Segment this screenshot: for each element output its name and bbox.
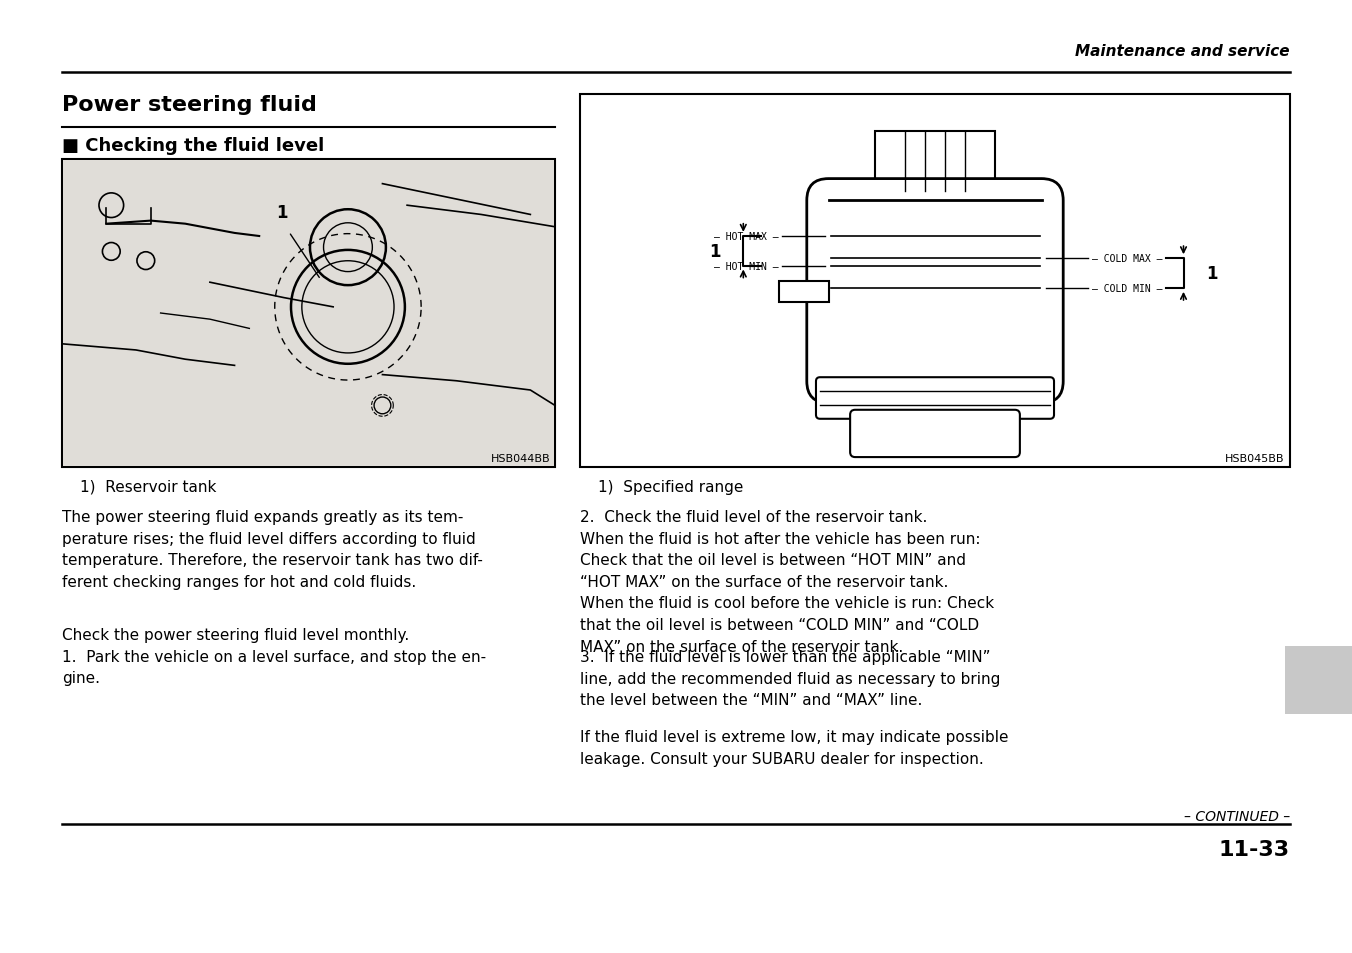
Text: — HOT MAX —: — HOT MAX — xyxy=(714,232,779,241)
FancyBboxPatch shape xyxy=(817,377,1055,419)
Text: HSB044BB: HSB044BB xyxy=(491,454,552,463)
Text: Check the power steering fluid level monthly.
1.  Park the vehicle on a level su: Check the power steering fluid level mon… xyxy=(62,627,487,685)
Text: HSB045BB: HSB045BB xyxy=(1225,454,1284,463)
Bar xyxy=(829,201,1041,245)
Text: 1)  Reservoir tank: 1) Reservoir tank xyxy=(80,479,216,495)
Text: — HOT MIN —: — HOT MIN — xyxy=(714,261,779,272)
Text: The power steering fluid expands greatly as its tem-
perature rises; the fluid l: The power steering fluid expands greatly… xyxy=(62,510,483,589)
Bar xyxy=(865,192,1005,201)
Bar xyxy=(875,132,995,192)
Bar xyxy=(1284,646,1352,714)
Bar xyxy=(779,282,829,303)
Text: 11-33: 11-33 xyxy=(1220,840,1290,859)
Text: 1: 1 xyxy=(1206,265,1218,283)
Bar xyxy=(580,95,1290,468)
Bar xyxy=(62,160,556,468)
Text: — COLD MIN —: — COLD MIN — xyxy=(1091,284,1163,294)
Text: Power steering fluid: Power steering fluid xyxy=(62,95,316,115)
Text: — COLD MAX —: — COLD MAX — xyxy=(1091,253,1163,264)
Text: Maintenance and service: Maintenance and service xyxy=(1075,45,1290,59)
Bar xyxy=(64,161,554,467)
Text: If the fluid level is extreme low, it may indicate possible
leakage. Consult you: If the fluid level is extreme low, it ma… xyxy=(580,729,1009,766)
Text: ■ Checking the fluid level: ■ Checking the fluid level xyxy=(62,137,324,154)
FancyBboxPatch shape xyxy=(850,411,1019,457)
Text: 2.  Check the fluid level of the reservoir tank.
When the fluid is hot after the: 2. Check the fluid level of the reservoi… xyxy=(580,510,994,654)
Text: 1)  Specified range: 1) Specified range xyxy=(598,479,744,495)
FancyBboxPatch shape xyxy=(807,179,1063,403)
Text: – CONTINUED –: – CONTINUED – xyxy=(1184,809,1290,823)
Text: 1: 1 xyxy=(276,204,288,221)
Text: 1: 1 xyxy=(710,242,721,260)
Text: 3.  If the fluid level is lower than the applicable “MIN”
line, add the recommen: 3. If the fluid level is lower than the … xyxy=(580,649,1000,707)
